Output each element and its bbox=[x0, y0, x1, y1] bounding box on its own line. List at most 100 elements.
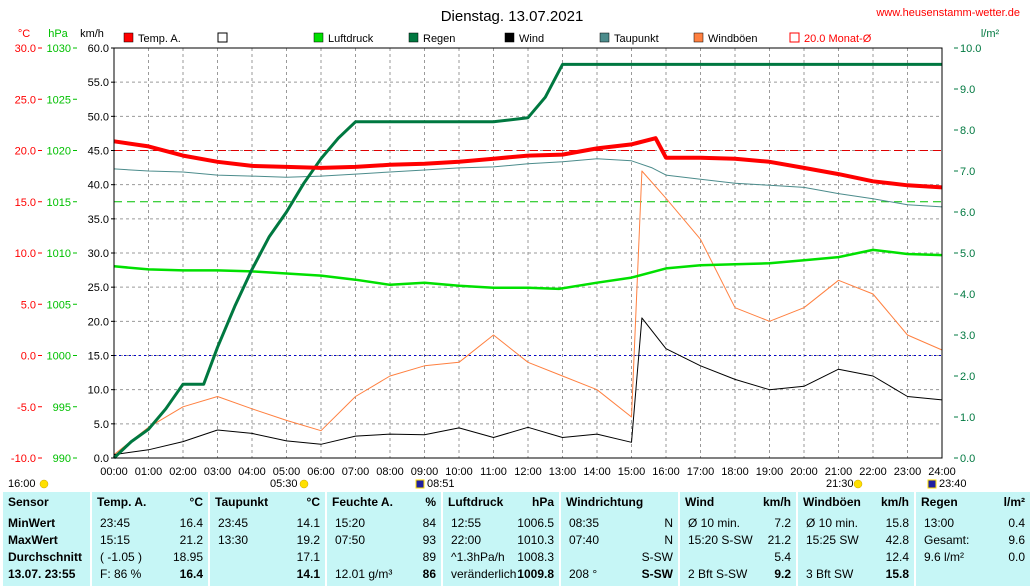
summary-column-unit: km/h bbox=[880, 495, 909, 509]
axis-ticks: 30.0 25.0 20.0 15.0 10.0 5.0 0.0 -5.0 -10.0 1030 1… bbox=[11, 43, 982, 478]
pressure-tick-label: 995 bbox=[53, 402, 71, 414]
wind-tick-label: 45.0 bbox=[88, 146, 109, 158]
time-tick-label: 11:00 bbox=[480, 466, 507, 478]
wind-tick-label: 5.0 bbox=[94, 419, 109, 431]
left-time-marker-label: 16:00 bbox=[8, 478, 36, 490]
summary-cell-value: 1008.3 bbox=[517, 550, 554, 564]
summary-cell-label: F: 86 % bbox=[100, 567, 142, 581]
summary-row: 2 Bft S-SW 9.2 bbox=[680, 567, 796, 582]
summary-row: 08:35 N bbox=[561, 516, 678, 531]
time-tick-label: 21:00 bbox=[825, 466, 853, 478]
rain-tick-label: 8.0 bbox=[960, 125, 975, 137]
sunset-icon bbox=[853, 479, 863, 489]
summary-row: 07:40 N bbox=[561, 533, 678, 548]
legend-swatch bbox=[408, 32, 419, 43]
summary-column-header: Windböen bbox=[803, 495, 861, 509]
summary-cell-value: 14.1 bbox=[296, 516, 320, 530]
rain-tick-label: 10.0 bbox=[960, 43, 981, 55]
temp-tick-label: -10.0 bbox=[11, 453, 36, 465]
summary-row: 23:45 14.1 bbox=[210, 516, 325, 531]
summary-cell-value: 15.8 bbox=[885, 567, 909, 581]
summary-cell-value: 1010.3 bbox=[517, 533, 554, 547]
summary-cell-label: 12.01 g/m³ bbox=[335, 567, 393, 581]
rain-tick-label: 3.0 bbox=[960, 330, 975, 342]
summary-column-unit: km/h bbox=[762, 495, 791, 509]
rain-unit-label: l/m² bbox=[981, 28, 1000, 40]
summary-row: veränderlich 1009.8 bbox=[443, 567, 559, 582]
summary-cell-value: 93 bbox=[422, 533, 436, 547]
legend-swatch bbox=[504, 32, 515, 43]
summary-column: Windböen km/h Ø 10 min. 15.8 15:25 SW 42.8 12.… bbox=[798, 492, 914, 586]
time-tick-label: 12:00 bbox=[514, 466, 542, 478]
wind-unit-label: km/h bbox=[80, 28, 104, 40]
pressure-tick-label: 1010 bbox=[47, 248, 71, 260]
summary-row: 14.1 bbox=[210, 567, 325, 582]
temp-tick-label: 0.0 bbox=[21, 351, 36, 363]
plot-frame bbox=[113, 47, 943, 459]
wind-tick-label: 20.0 bbox=[88, 316, 109, 328]
summary-cell-value: 1009.8 bbox=[517, 567, 554, 581]
wind-tick-label: 25.0 bbox=[88, 282, 109, 294]
time-tick-label: 07:00 bbox=[342, 466, 370, 478]
time-tick-label: 17:00 bbox=[687, 466, 715, 478]
summary-cell-label: 13.07. 23:55 bbox=[8, 567, 76, 581]
summary-cell-value: 84 bbox=[422, 516, 436, 530]
summary-row: 22:00 1010.3 bbox=[443, 533, 559, 548]
website-link[interactable]: www.heusenstamm-wetter.de bbox=[875, 7, 1020, 19]
time-tick-label: 06:00 bbox=[307, 466, 335, 478]
summary-column-header: Feuchte A. bbox=[332, 495, 393, 509]
summary-cell-label: 3 Bft SW bbox=[806, 567, 854, 581]
summary-column-unit: l/m² bbox=[1003, 495, 1025, 509]
legend-label: Taupunkt bbox=[614, 33, 659, 45]
summary-cell-value: 89 bbox=[422, 550, 436, 564]
wind-tick-label: 10.0 bbox=[88, 385, 109, 397]
wind-tick-label: 55.0 bbox=[88, 77, 109, 89]
wind-tick-label: 30.0 bbox=[88, 248, 109, 260]
summary-cell-label: MinWert bbox=[8, 516, 56, 530]
summary-row: 17.1 bbox=[210, 550, 325, 565]
temp-tick-label: 30.0 bbox=[15, 43, 36, 55]
summary-row: 23:45 16.4 bbox=[92, 516, 208, 531]
summary-cell-label: Gesamt: bbox=[924, 533, 970, 547]
time-tick-label: 01:00 bbox=[135, 466, 163, 478]
legend-swatch bbox=[217, 32, 228, 43]
summary-cell-label: 07:40 bbox=[569, 533, 600, 547]
summary-cell-label: MaxWert bbox=[8, 533, 58, 547]
summary-row: 12.4 bbox=[798, 550, 914, 565]
summary-cell-value: 0.4 bbox=[1008, 516, 1025, 530]
summary-cell-label: 15:25 SW bbox=[806, 533, 859, 547]
moonset-icon bbox=[927, 479, 937, 489]
summary-row: MaxWert bbox=[3, 533, 90, 548]
summary-cell-label: 07:50 bbox=[335, 533, 366, 547]
summary-row: Ø 10 min. 15.8 bbox=[798, 516, 914, 531]
rain-tick-label: 4.0 bbox=[960, 289, 975, 301]
series-windböen-line bbox=[113, 170, 943, 455]
moonrise-icon bbox=[415, 479, 425, 489]
summary-row: ^1.3hPa/h 1008.3 bbox=[443, 550, 559, 565]
time-tick-label: 10:00 bbox=[445, 466, 473, 478]
time-tick-label: 09:00 bbox=[411, 466, 439, 478]
summary-cell-value: 12.4 bbox=[885, 550, 909, 564]
summary-row: Ø 10 min. 7.2 bbox=[680, 516, 796, 531]
summary-column: Temp. A. °C 23:45 16.4 15:15 21.2 ( -1.05 ) 18.… bbox=[92, 492, 208, 586]
wind-tick-label: 0.0 bbox=[94, 453, 109, 465]
time-tick-label: 08:00 bbox=[376, 466, 404, 478]
chart-legend: Temp. A. Luftdruck Regen Wind Taupunkt Windbö… bbox=[123, 32, 872, 45]
summary-cell-value: S-SW bbox=[641, 567, 673, 581]
time-tick-label: 13:00 bbox=[549, 466, 577, 478]
legend-label: Windböen bbox=[708, 33, 758, 45]
summary-column-unit: °C bbox=[306, 495, 320, 509]
wind-tick-label: 40.0 bbox=[88, 180, 109, 192]
summary-column: Sensor MinWert MaxWert Durchschnitt 13.07. 2… bbox=[3, 492, 90, 586]
time-tick-label: 05:00 bbox=[273, 466, 301, 478]
summary-row: 3 Bft SW 15.8 bbox=[798, 567, 914, 582]
summary-row: 89 bbox=[327, 550, 441, 565]
summary-row: 12.01 g/m³ 86 bbox=[327, 567, 441, 582]
summary-cell-label: 12:55 bbox=[451, 516, 482, 530]
rain-tick-label: 6.0 bbox=[960, 207, 975, 219]
summary-cell-label: ^1.3hPa/h bbox=[451, 550, 505, 564]
wind-tick-label: 50.0 bbox=[88, 111, 109, 123]
summary-row: 5.4 bbox=[680, 550, 796, 565]
summary-row: 13:00 0.4 bbox=[916, 516, 1030, 531]
rain-tick-label: 5.0 bbox=[960, 248, 975, 260]
